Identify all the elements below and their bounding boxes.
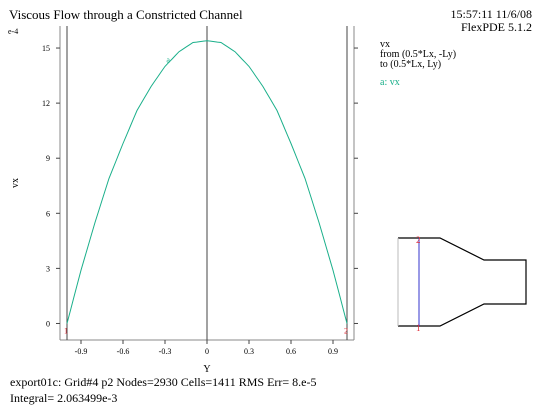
x-tick-label-0: -0.9 [75, 347, 88, 356]
version-label: FlexPDE 5.1.2 [460, 20, 532, 34]
inset-label-end: 2 [416, 235, 421, 245]
x-tick-label-2: -0.3 [159, 347, 172, 356]
y-tick-label-1: 3 [46, 264, 50, 273]
footer-integral: Integral= 2.063499e-3 [10, 391, 118, 405]
legend-variable: vx [380, 39, 390, 50]
series-line-a [66, 40, 348, 324]
timestamp: 15:57:11 11/6/08 [450, 7, 532, 21]
x-tick-label-3: 0 [205, 347, 209, 356]
y-scale-note: e-4 [8, 27, 18, 36]
legend-from: from (0.5*Lx, -Ly) [380, 49, 457, 60]
channel-outline [398, 237, 527, 327]
chart-title: Viscous Flow through a Constricted Chann… [9, 7, 243, 22]
inset-label-start: 1 [416, 323, 421, 333]
endpoint-marker-2: 2 [344, 326, 348, 335]
x-tick-label-6: 0.9 [328, 347, 338, 356]
x-tick-label-1: -0.6 [117, 347, 130, 356]
legend-series: a: vx [380, 77, 400, 88]
x-axis-label: Y [203, 364, 210, 375]
series-tag-a: a [166, 56, 170, 65]
y-tick-label-2: 6 [46, 209, 50, 218]
y-tick-label-3: 9 [46, 154, 50, 163]
footer-stats: export01c: Grid#4 p2 Nodes=2930 Cells=14… [10, 375, 317, 389]
endpoint-marker-1: 1 [64, 326, 68, 335]
channel-inset: 1 2 [397, 235, 527, 333]
y-axis-label: vx [10, 178, 21, 188]
x-tick-label-4: 0.3 [244, 347, 254, 356]
header-stamp: 15:57:11 11/6/08 FlexPDE 5.1.2 [451, 8, 532, 34]
x-tick-label-5: 0.6 [286, 347, 296, 356]
y-tick-label-4: 12 [42, 99, 50, 108]
y-tick-label-0: 0 [46, 319, 50, 328]
y-tick-label-5: 15 [42, 44, 50, 53]
legend: vx from (0.5*Lx, -Ly) to (0.5*Lx, Ly) a:… [380, 40, 456, 88]
legend-to: to (0.5*Lx, Ly) [380, 59, 442, 70]
